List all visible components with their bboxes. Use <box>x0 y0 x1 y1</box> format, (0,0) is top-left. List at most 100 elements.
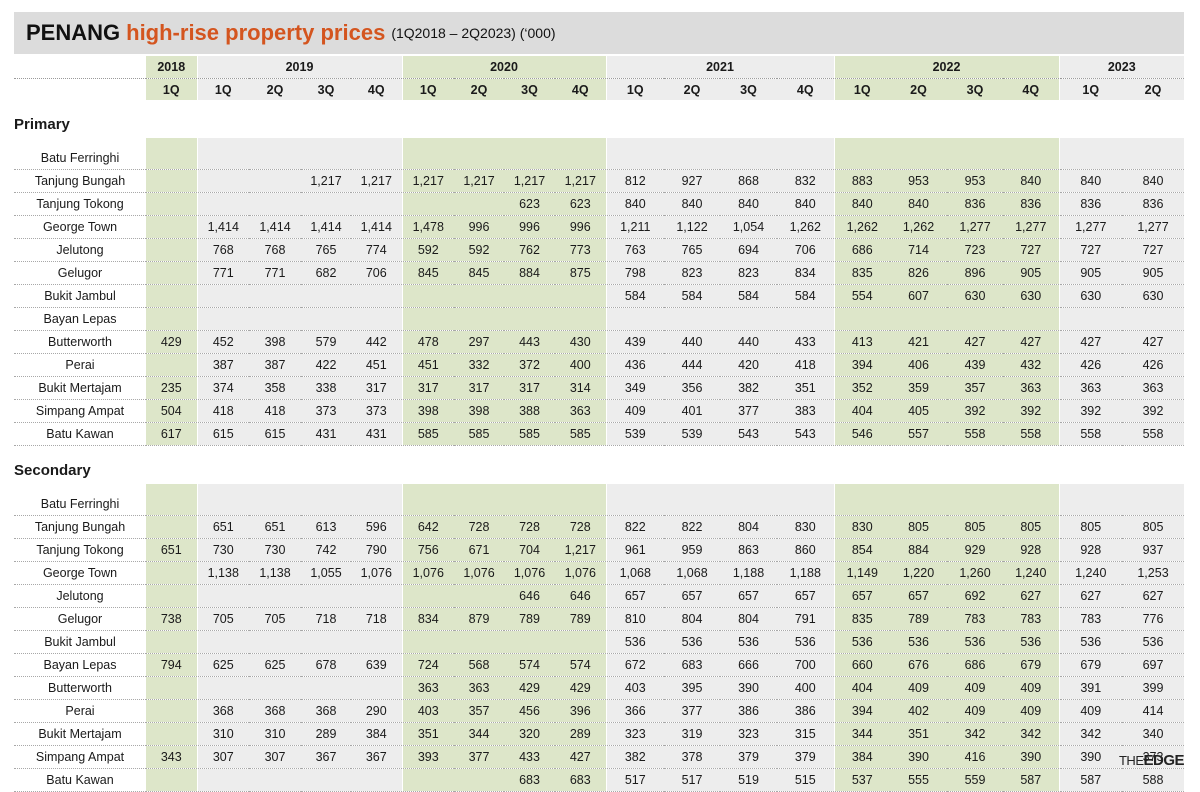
price-cell: 390 <box>890 745 947 769</box>
price-cell: 356 <box>664 376 720 400</box>
price-cell: 340 <box>1122 722 1184 746</box>
price-cell: 433 <box>504 745 555 769</box>
price-cell: 404 <box>833 676 890 700</box>
price-cell: 418 <box>249 399 301 423</box>
price-cell: 651 <box>249 515 301 539</box>
price-cell: 1,068 <box>605 561 664 585</box>
price-cell: 615 <box>196 422 249 446</box>
price-cell: 884 <box>890 538 947 562</box>
price-cell: 342 <box>1058 722 1122 746</box>
spacer-row <box>14 484 1184 493</box>
price-cell: 420 <box>720 353 777 377</box>
price-cell: 384 <box>351 722 402 746</box>
table-row: Bayan Lepas <box>14 307 1184 331</box>
price-cell: 351 <box>401 722 454 746</box>
price-cell <box>947 147 1003 170</box>
price-cell <box>249 584 301 608</box>
price-cell: 651 <box>196 515 249 539</box>
price-cell: 357 <box>454 699 504 723</box>
section-row: Primary <box>14 100 1184 138</box>
the-edge-logo: THEEDGE <box>1119 752 1185 769</box>
price-cell: 996 <box>504 215 555 239</box>
price-cell: 840 <box>664 192 720 216</box>
quarter-header: 3Q <box>947 78 1003 100</box>
price-cell: 373 <box>351 399 402 423</box>
price-cell <box>504 307 555 331</box>
price-cell: 706 <box>777 238 834 262</box>
year-header: 2021 <box>605 56 834 79</box>
price-cell: 596 <box>351 515 402 539</box>
spacer-cell <box>454 138 504 147</box>
price-cell <box>1058 147 1122 170</box>
section-row: Secondary <box>14 445 1184 484</box>
price-cell: 338 <box>301 376 351 400</box>
price-cell: 646 <box>504 584 555 608</box>
row-label: Simpang Ampat <box>14 745 146 769</box>
quarter-header: 1Q <box>833 78 890 100</box>
price-cell <box>301 192 351 216</box>
price-cell: 1,076 <box>555 561 606 585</box>
price-cell: 1,076 <box>401 561 454 585</box>
price-cell <box>249 284 301 308</box>
price-cell <box>249 768 301 792</box>
price-cell <box>249 169 301 193</box>
quarter-header: 1Q <box>605 78 664 100</box>
price-cell: 400 <box>777 676 834 700</box>
price-cell: 1,138 <box>249 561 301 585</box>
price-cell <box>1122 493 1184 516</box>
price-cell: 756 <box>401 538 454 562</box>
price-cell <box>504 284 555 308</box>
price-cell: 1,260 <box>947 561 1003 585</box>
quarter-header: 3Q <box>720 78 777 100</box>
price-cell: 823 <box>720 261 777 285</box>
price-cell: 543 <box>720 422 777 446</box>
price-cell: 432 <box>1003 353 1059 377</box>
price-cell <box>146 192 197 216</box>
price-cell: 392 <box>1122 399 1184 423</box>
table-row: Jelutong 768 768 765 774 592 592 762 773 763 765 69… <box>14 238 1184 262</box>
price-cell <box>146 493 197 516</box>
price-cell: 558 <box>1058 422 1122 446</box>
spacer-cell <box>146 138 197 147</box>
table-row: Gelugor 738 705 705 718 718 834 879 789 789 810 804… <box>14 607 1184 631</box>
price-cell <box>555 284 606 308</box>
row-label: Perai <box>14 699 146 723</box>
row-label: Batu Kawan <box>14 422 146 446</box>
price-cell <box>605 307 664 331</box>
price-cell: 835 <box>833 607 890 631</box>
price-cell: 700 <box>777 653 834 677</box>
price-cell <box>454 192 504 216</box>
price-cell: 830 <box>777 515 834 539</box>
price-cell: 832 <box>777 169 834 193</box>
year-header: 2019 <box>196 56 402 79</box>
price-cell: 379 <box>777 745 834 769</box>
price-cell: 398 <box>454 399 504 423</box>
price-cell: 657 <box>664 584 720 608</box>
price-cell <box>777 147 834 170</box>
price-cell <box>196 307 249 331</box>
price-cell: 692 <box>947 584 1003 608</box>
price-cell: 387 <box>196 353 249 377</box>
price-cell: 676 <box>890 653 947 677</box>
price-cell: 798 <box>605 261 664 285</box>
price-cell: 539 <box>605 422 664 446</box>
spacer-cell <box>196 138 249 147</box>
row-label: Tanjung Bungah <box>14 169 146 193</box>
price-cell <box>249 307 301 331</box>
row-label: Bukit Mertajam <box>14 376 146 400</box>
price-cell: 317 <box>351 376 402 400</box>
price-cell: 388 <box>504 399 555 423</box>
price-cell: 314 <box>555 376 606 400</box>
price-cell <box>196 768 249 792</box>
price-cell: 728 <box>504 515 555 539</box>
quarter-header: 3Q <box>301 78 351 100</box>
price-cell: 427 <box>1122 330 1184 354</box>
row-label: George Town <box>14 561 146 585</box>
price-cell: 762 <box>504 238 555 262</box>
price-cell: 452 <box>196 330 249 354</box>
price-cell: 396 <box>555 699 606 723</box>
price-cell <box>196 284 249 308</box>
price-cell <box>454 630 504 654</box>
price-cell: 718 <box>301 607 351 631</box>
price-cell: 363 <box>1058 376 1122 400</box>
